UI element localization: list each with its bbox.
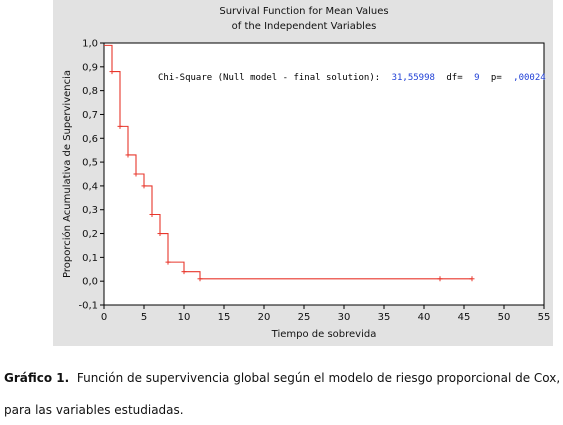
chi-square-value: 31,55998: [392, 73, 435, 83]
x-tick-label: 30: [338, 312, 351, 323]
caption-label: Gráfico 1.: [4, 371, 70, 385]
y-tick-label: 0,4: [82, 181, 98, 192]
survival-step-line: [104, 44, 472, 280]
x-tick-label: 50: [498, 312, 511, 323]
x-tick-label: 40: [418, 312, 431, 323]
chi-square-label: Chi-Square (Null model - final solution)…: [158, 73, 380, 83]
y-tick-label: 0,3: [82, 205, 98, 216]
chart-title-line: of the Independent Variables: [232, 21, 377, 32]
x-axis: 0 5 10 15 20 25 30 35 40 45 50 55: [101, 305, 551, 323]
chart-title: Survival Function for Mean Values of the …: [219, 6, 388, 32]
plot-area: [103, 42, 545, 306]
chart-title-line: Survival Function for Mean Values: [219, 6, 388, 17]
caption-text: Función de supervivencia global según el…: [76, 371, 561, 385]
y-axis: 1,0 0,9 0,8 0,7 0,6 0,5 0,4 0,3 0,2 0,1 0,0 -0,1: [78, 39, 104, 312]
y-tick-label: 0,0: [82, 277, 98, 288]
survival-series: [104, 44, 475, 282]
x-axis-title: Tiempo de sobrevida: [271, 329, 377, 340]
y-tick-label: -0,1: [78, 301, 98, 312]
survival-chart: Survival Function for Mean Values of the …: [61, 6, 551, 340]
df-value: 9: [474, 73, 479, 83]
x-tick-label: 20: [258, 312, 271, 323]
df-label: df=: [446, 73, 463, 83]
chi-square-annotation: Chi-Square (Null model - final solution)…: [158, 73, 546, 83]
x-tick-label: 55: [538, 312, 551, 323]
y-tick-label: 0,9: [82, 62, 98, 73]
y-tick-label: 0,5: [82, 158, 98, 169]
y-tick-label: 0,7: [82, 110, 98, 121]
y-tick-label: 1,0: [82, 39, 98, 50]
x-tick-label: 15: [218, 312, 231, 323]
p-value: ,00024: [513, 73, 546, 83]
y-tick-label: 0,6: [82, 134, 98, 145]
p-label: p=: [491, 73, 502, 83]
y-axis-title: Proporción Acumulativa de Supervivencia: [61, 70, 73, 278]
y-tick-label: 0,2: [82, 229, 98, 240]
x-tick-label: 45: [458, 312, 471, 323]
y-tick-label: 0,1: [82, 253, 98, 264]
x-tick-label: 25: [298, 312, 311, 323]
x-tick-label: 5: [141, 312, 147, 323]
figure-caption-line-2: para las variables estudiadas.: [4, 403, 184, 417]
y-tick-label: 0,8: [82, 86, 98, 97]
figure-caption-line-1: Gráfico 1. Función de supervivencia glob…: [4, 371, 560, 385]
x-tick-label: 10: [178, 312, 191, 323]
x-tick-label: 0: [101, 312, 107, 323]
x-tick-label: 35: [378, 312, 391, 323]
